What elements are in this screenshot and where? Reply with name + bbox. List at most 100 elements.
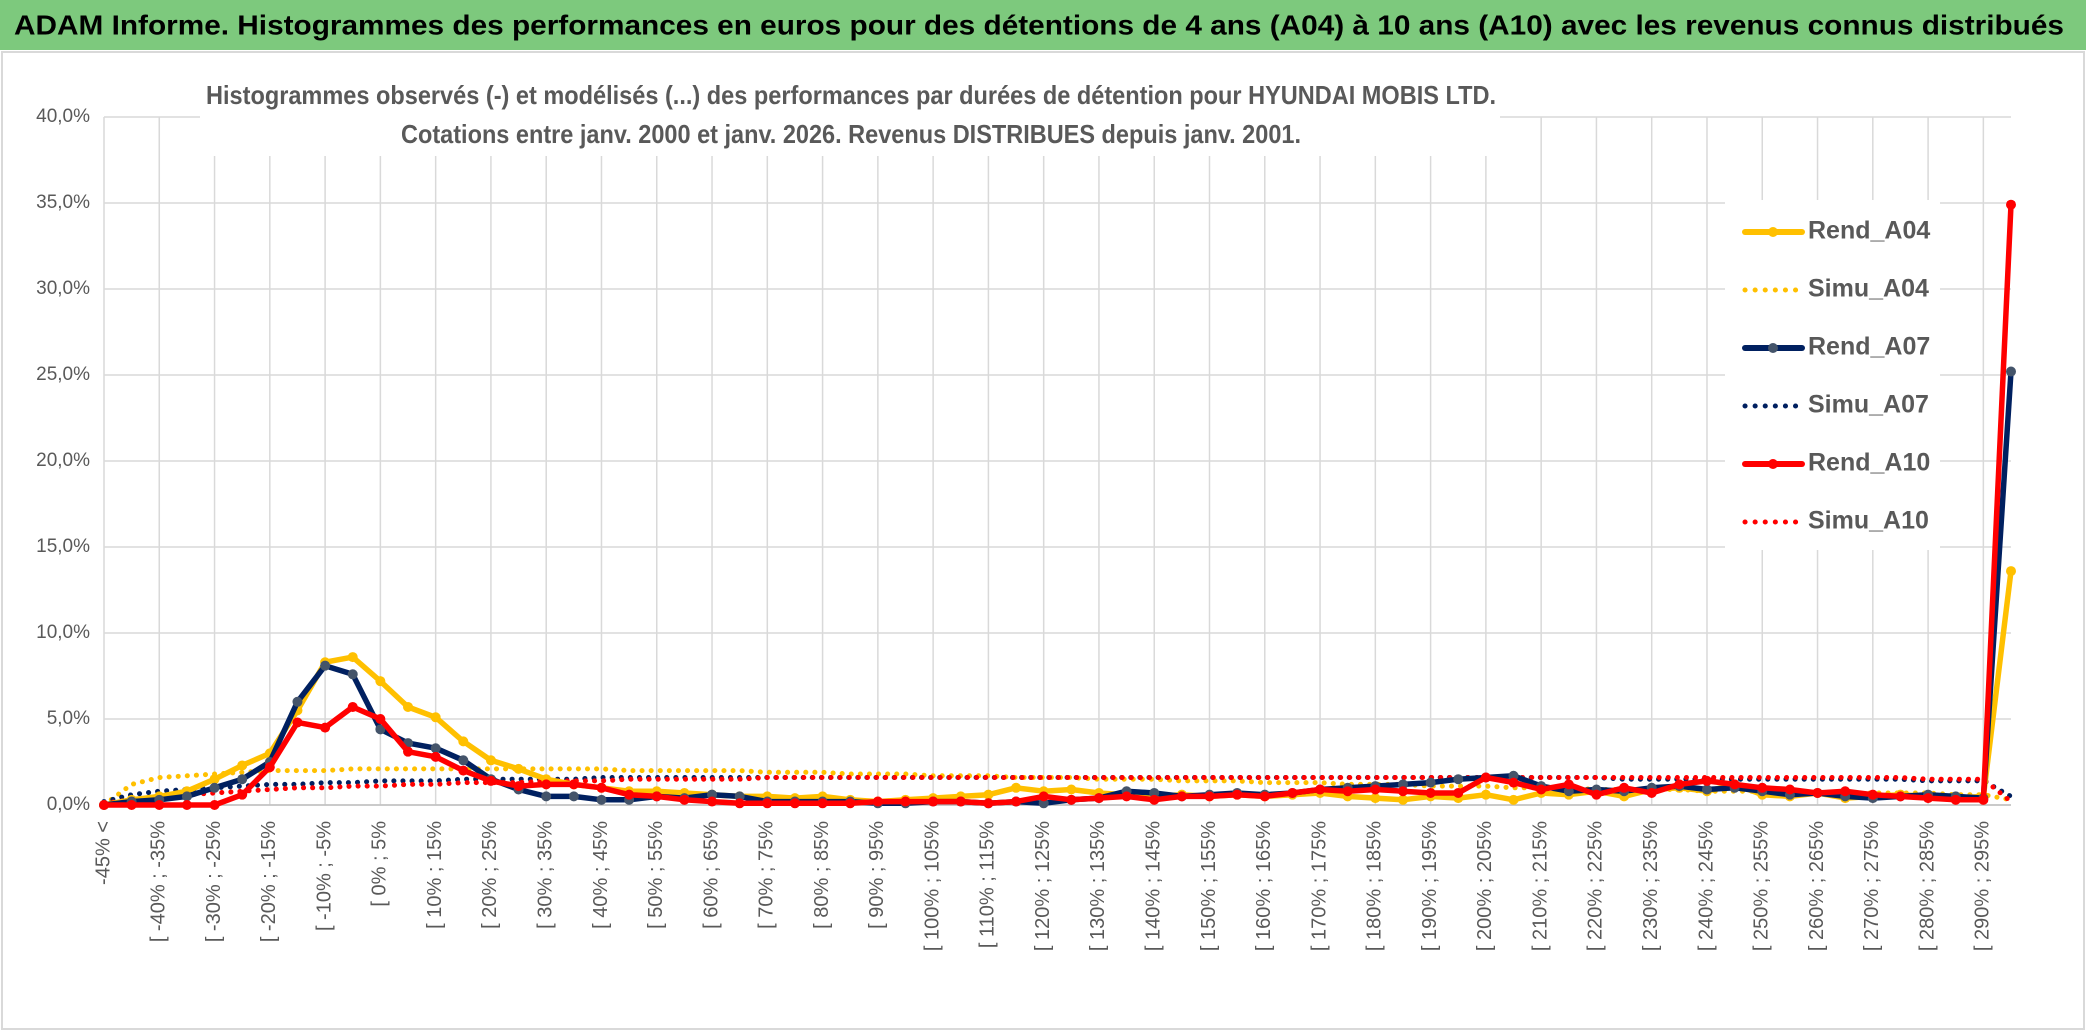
- marker: [845, 798, 856, 809]
- marker: [513, 763, 524, 774]
- marker: [1508, 794, 1519, 805]
- marker: [1370, 784, 1381, 795]
- marker: [1453, 774, 1464, 785]
- x-tick-label: [ 130% ; 135%: [1087, 821, 1109, 951]
- marker: [430, 751, 441, 762]
- dotted-line: [101, 766, 2014, 808]
- marker: [651, 791, 662, 802]
- marker: [209, 782, 220, 793]
- marker: [734, 791, 745, 802]
- marker: [1563, 779, 1574, 790]
- marker: [1619, 782, 1630, 793]
- marker: [375, 676, 386, 687]
- marker: [1397, 779, 1408, 790]
- marker: [513, 781, 524, 792]
- marker: [458, 765, 469, 776]
- marker: [209, 774, 220, 785]
- marker: [568, 779, 579, 790]
- marker: [789, 798, 800, 809]
- marker: [1149, 787, 1160, 798]
- marker: [596, 782, 607, 793]
- legend-label: Rend_A10: [1808, 449, 1930, 477]
- marker: [320, 722, 331, 733]
- x-tick-label: [ 290% ; 295%: [1972, 821, 1994, 951]
- marker: [541, 779, 552, 790]
- marker: [1867, 789, 1878, 800]
- marker: [2006, 366, 2016, 377]
- marker: [237, 789, 248, 800]
- legend-label: Simu_A04: [1808, 275, 1929, 303]
- line: [101, 201, 2014, 808]
- x-tick-label: [ 20% ; 25%: [479, 821, 501, 929]
- marker: [2006, 199, 2016, 210]
- marker: [679, 794, 690, 805]
- y-tick-label: 40,0%: [36, 106, 90, 127]
- marker: [1729, 779, 1740, 790]
- marker: [872, 796, 883, 807]
- marker: [1121, 791, 1132, 802]
- header-bar: [0, 0, 2086, 50]
- x-tick-label: [ 170% ; 175%: [1308, 821, 1330, 951]
- marker: [900, 796, 911, 807]
- marker: [209, 800, 220, 810]
- x-tick-label: [ 70% ; 75%: [756, 821, 778, 929]
- marker: [983, 789, 994, 800]
- x-tick-label: [ 190% ; 195%: [1419, 821, 1441, 951]
- marker: [1812, 787, 1823, 798]
- chart-title: Histogrammes observés (-) et modélisés (…: [206, 80, 1496, 110]
- marker: [762, 798, 773, 809]
- y-tick-label: 15,0%: [36, 536, 90, 557]
- marker: [1840, 786, 1851, 797]
- x-tick-label: [ 80% ; 85%: [811, 821, 833, 929]
- marker: [347, 701, 358, 712]
- x-tick-label: [ 210% ; 215%: [1529, 821, 1551, 951]
- x-tick-label: [ 220% ; 225%: [1585, 821, 1607, 951]
- marker: [1674, 779, 1685, 790]
- marker: [347, 652, 358, 663]
- marker: [1370, 793, 1381, 804]
- y-tick-label: 20,0%: [36, 450, 90, 471]
- legend-marker: [1768, 343, 1778, 353]
- x-tick-label: [ -20% ; -15%: [258, 821, 280, 942]
- marker: [1425, 777, 1436, 788]
- x-tick-label: [ 40% ; 45%: [590, 821, 612, 929]
- marker: [1480, 772, 1491, 783]
- marker: [485, 755, 496, 766]
- y-tick-label: 0,0%: [47, 794, 90, 815]
- marker: [1701, 784, 1712, 795]
- marker: [1066, 794, 1077, 805]
- marker: [928, 796, 939, 807]
- marker: [1508, 770, 1519, 781]
- marker: [1232, 789, 1243, 800]
- x-tick-label: [ 30% ; 35%: [534, 821, 556, 929]
- marker: [375, 724, 386, 735]
- marker: [1204, 791, 1215, 802]
- legend-label: Rend_A04: [1808, 217, 1930, 245]
- x-tick-label: [ 60% ; 65%: [700, 821, 722, 929]
- marker: [181, 791, 192, 802]
- marker: [568, 791, 579, 802]
- x-tick-label: [ 150% ; 155%: [1198, 821, 1220, 951]
- legend-label: Simu_A07: [1808, 391, 1929, 419]
- y-tick-label: 25,0%: [36, 364, 90, 385]
- x-tick-label: [ 250% ; 255%: [1751, 821, 1773, 951]
- x-tick-label: [ -10% ; -5%: [313, 821, 335, 931]
- marker: [430, 743, 441, 754]
- x-tick-label: [ 100% ; 105%: [921, 821, 943, 951]
- legend-marker: [1768, 459, 1778, 469]
- marker: [983, 798, 994, 809]
- marker: [1066, 784, 1077, 795]
- y-tick-label: 30,0%: [36, 278, 90, 299]
- marker: [347, 669, 358, 680]
- marker: [2006, 566, 2016, 577]
- legend-label: Simu_A10: [1808, 507, 1929, 535]
- marker: [624, 789, 635, 800]
- dotted-line: [101, 775, 2014, 806]
- x-tick-label: [ 50% ; 55%: [645, 821, 667, 929]
- marker: [596, 794, 607, 805]
- marker: [1149, 794, 1160, 805]
- marker: [1978, 794, 1989, 805]
- legend-label: Rend_A07: [1808, 333, 1930, 361]
- marker: [1950, 794, 1961, 805]
